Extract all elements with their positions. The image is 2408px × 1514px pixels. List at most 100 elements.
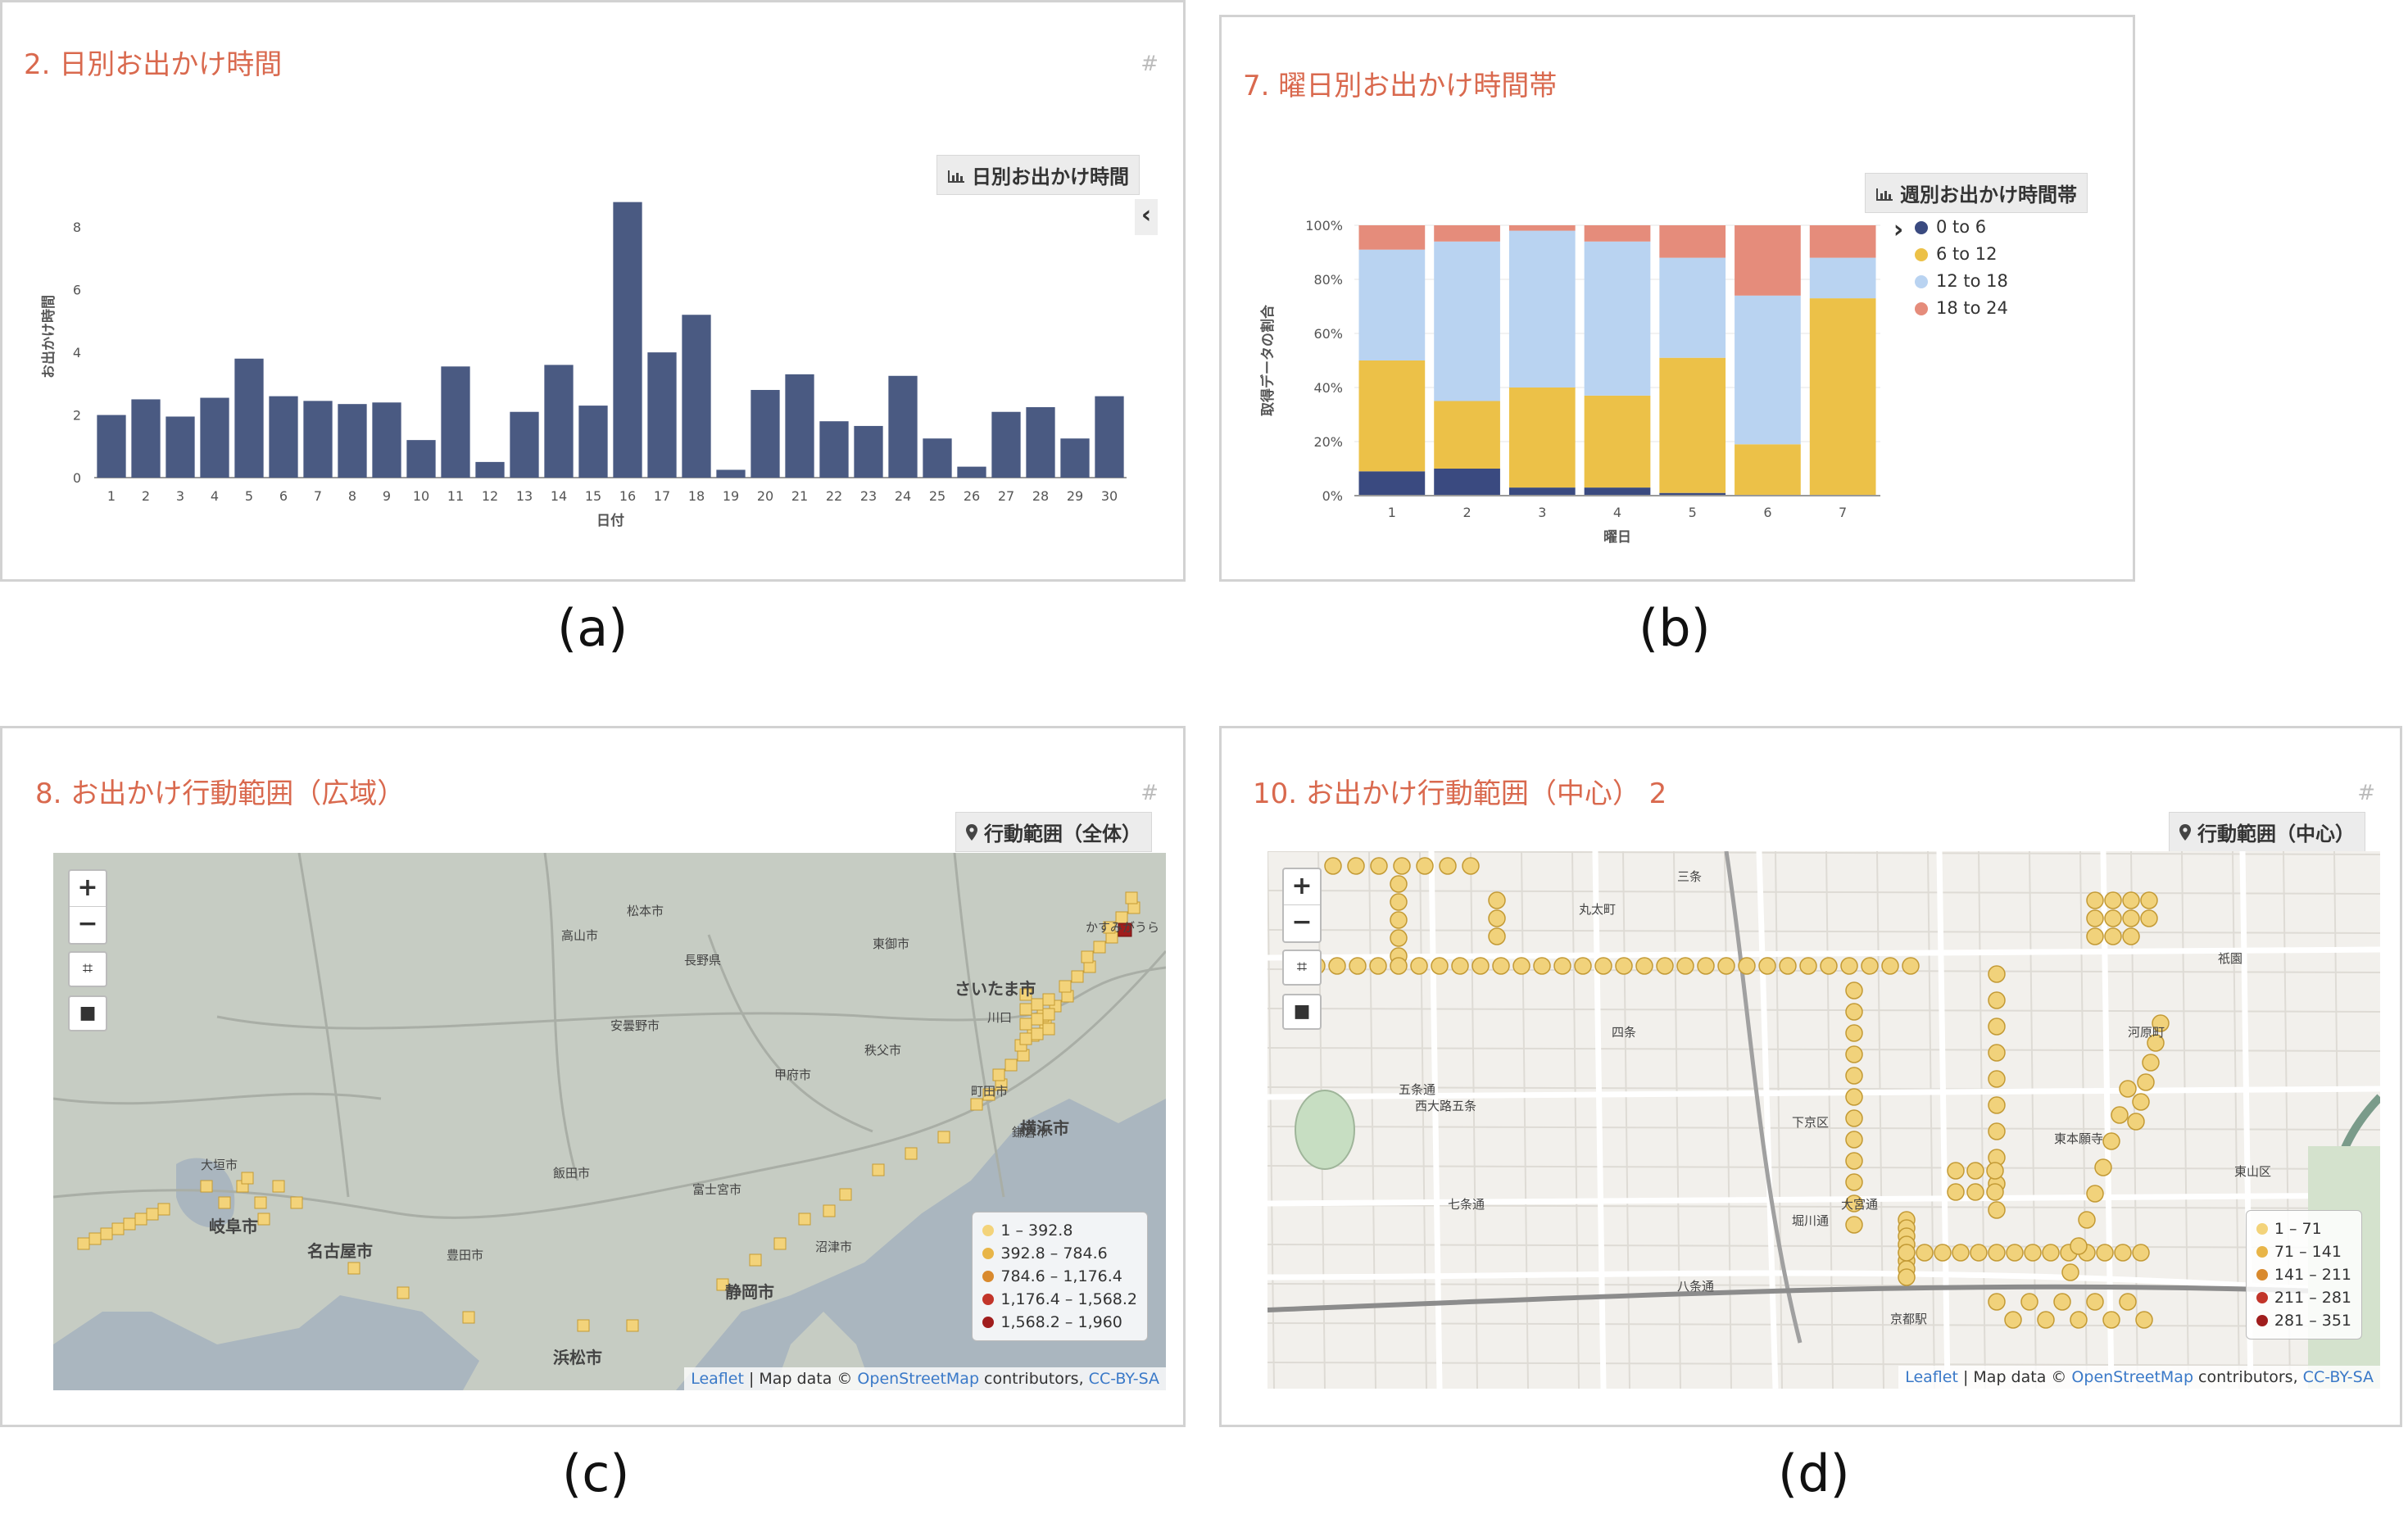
map-data-circle (1988, 1018, 2006, 1036)
map-data-square (1042, 993, 1055, 1006)
map-place-label: 丸太町 (1579, 902, 1617, 917)
legend-swatch (1915, 275, 1928, 288)
map-data-circle (1431, 957, 1449, 975)
map-data-circle (2037, 1311, 2055, 1329)
map-legend-swatch (2256, 1223, 2268, 1235)
map-data-circle (1390, 893, 1408, 911)
map-data-square-peak (1118, 922, 1132, 937)
anchor-link[interactable]: # (1141, 52, 1159, 76)
map-main-road (1936, 851, 1951, 1389)
map-data-circle (1676, 957, 1694, 975)
map-data-circle (2104, 891, 2122, 909)
map-data-square (749, 1253, 762, 1267)
map-data-circle (2094, 1158, 2112, 1176)
zoom-in-button[interactable]: + (1284, 869, 1320, 905)
legend-entry[interactable]: 18 to 24 (1915, 298, 2008, 318)
wide-area-map[interactable]: 岐阜市 名古屋市 浜松市 静岡市 横浜市 さいたま市 川口 かすみがうら 豊田市 富士宮市 沼津市 甲… (53, 853, 1166, 1390)
map-data-circle (1988, 1201, 2006, 1219)
map-badge[interactable]: 行動範囲（全体） (955, 812, 1152, 852)
caption-a: (a) (557, 598, 628, 658)
legend-swatch (1915, 302, 1928, 315)
stack-segment-12-to-18-day-6 (1735, 295, 1801, 445)
map-data-circle (1615, 957, 1633, 975)
map-main-road (1756, 851, 1779, 1389)
bar-day-22 (819, 421, 849, 478)
license-link[interactable]: CC-BY-SA (2302, 1368, 2374, 1386)
map-data-circle (2104, 927, 2122, 945)
map-data-circle (1845, 1109, 1863, 1127)
license-link[interactable]: CC-BY-SA (1088, 1370, 1159, 1388)
x-tick-label: 4 (1613, 505, 1621, 520)
map-badge[interactable]: 行動範囲（中心） (2169, 812, 2365, 852)
x-tick-label: 17 (654, 488, 670, 504)
map-data-square (254, 1196, 267, 1209)
map-place-label: 東本願寺 (2054, 1131, 2104, 1146)
map-data-square (241, 1172, 254, 1185)
anchor-link[interactable]: # (2357, 781, 2375, 805)
map-data-circle (1898, 1268, 1916, 1286)
map-data-circle (1370, 857, 1388, 875)
stack-segment-0-to-6-day-4 (1584, 487, 1651, 496)
map-place-label: 浜松市 (553, 1348, 602, 1367)
map-data-circle (1970, 1244, 1988, 1262)
legend-entry[interactable]: 6 to 12 (1915, 244, 1998, 264)
chart-badge[interactable]: 日別お出かけ時間 (936, 155, 1140, 195)
x-tick-label: 19 (723, 488, 739, 504)
legend-entry[interactable]: 0 to 6 (1915, 217, 1986, 237)
map-place-label: 川口 (987, 1010, 1013, 1025)
legend-label: 18 to 24 (1936, 298, 2008, 318)
map-data-circle (1902, 957, 1920, 975)
crop-tool-button[interactable]: ⌗ (1282, 950, 1322, 986)
anchor-link[interactable]: # (1141, 781, 1159, 805)
map-data-circle (1390, 957, 1408, 975)
map-place-label: 大宮通 (1841, 1197, 1879, 1212)
map-place-label: 下京区 (1792, 1115, 1830, 1130)
stop-tool-button[interactable]: ■ (68, 995, 107, 1031)
map-data-square (1042, 1008, 1055, 1021)
osm-link[interactable]: OpenStreetMap (857, 1370, 979, 1388)
map-data-circle (2086, 1185, 2104, 1203)
zoom-out-button[interactable]: − (77, 909, 98, 938)
map-data-square (626, 1319, 639, 1332)
city-center-map[interactable]: 五条通 七条通 下京区 東山区 祇園 三条 四条 丸太町 八条通 大宮通 堀川通 河原町 東本願寺 西大路… (1267, 851, 2380, 1389)
bar-day-6 (269, 396, 298, 478)
x-tick-label: 9 (383, 488, 391, 504)
map-legend-label: 1 – 392.8 (1000, 1222, 1073, 1240)
zoom-in-button[interactable]: + (70, 871, 106, 907)
map-data-circle (2122, 891, 2140, 909)
x-tick-label: 16 (619, 488, 636, 504)
crop-tool-button[interactable]: ⌗ (68, 951, 107, 987)
map-place-label: 名古屋市 (307, 1241, 373, 1261)
map-data-circle (2006, 1244, 2024, 1262)
bar-day-5 (234, 358, 264, 478)
stop-tool-button[interactable]: ■ (1282, 994, 1322, 1030)
map-data-circle (1492, 957, 1510, 975)
zoom-out-button[interactable]: − (1291, 908, 1313, 936)
chart-badge[interactable]: 週別お出かけ時間帯 (1865, 173, 2088, 213)
map-main-road (1267, 1086, 2380, 1100)
panel-toggle-button[interactable]: ‹ (1135, 199, 1158, 235)
map-data-square (88, 1232, 102, 1245)
x-tick-label: 26 (964, 488, 980, 504)
railway (1267, 1284, 2380, 1312)
map-data-square (992, 1068, 1005, 1081)
y-tick-label: 0 (73, 470, 81, 486)
x-tick-label: 28 (1032, 488, 1049, 504)
map-street (1267, 851, 2380, 855)
legend-entry[interactable]: 12 to 18 (1915, 271, 2008, 291)
map-attribution: Leaflet | Map data © OpenStreetMap contr… (1898, 1366, 2380, 1389)
osm-link[interactable]: OpenStreetMap (2071, 1368, 2193, 1386)
bar-day-25 (923, 438, 952, 478)
leaflet-link[interactable]: Leaflet (691, 1370, 744, 1388)
leaflet-link[interactable]: Leaflet (1905, 1368, 1958, 1386)
map-street (2232, 851, 2240, 1389)
panel-toggle-button[interactable]: › (1893, 215, 1904, 244)
x-tick-label: 6 (279, 488, 288, 504)
map-street (1267, 1126, 2380, 1131)
map-data-circle (1845, 1194, 1863, 1213)
stack-segment-0-to-6-day-2 (1434, 469, 1500, 496)
x-tick-label: 15 (585, 488, 601, 504)
y-tick-label: 2 (73, 408, 81, 424)
map-place-label: 三条 (1677, 869, 1703, 884)
bar-day-20 (751, 389, 780, 478)
